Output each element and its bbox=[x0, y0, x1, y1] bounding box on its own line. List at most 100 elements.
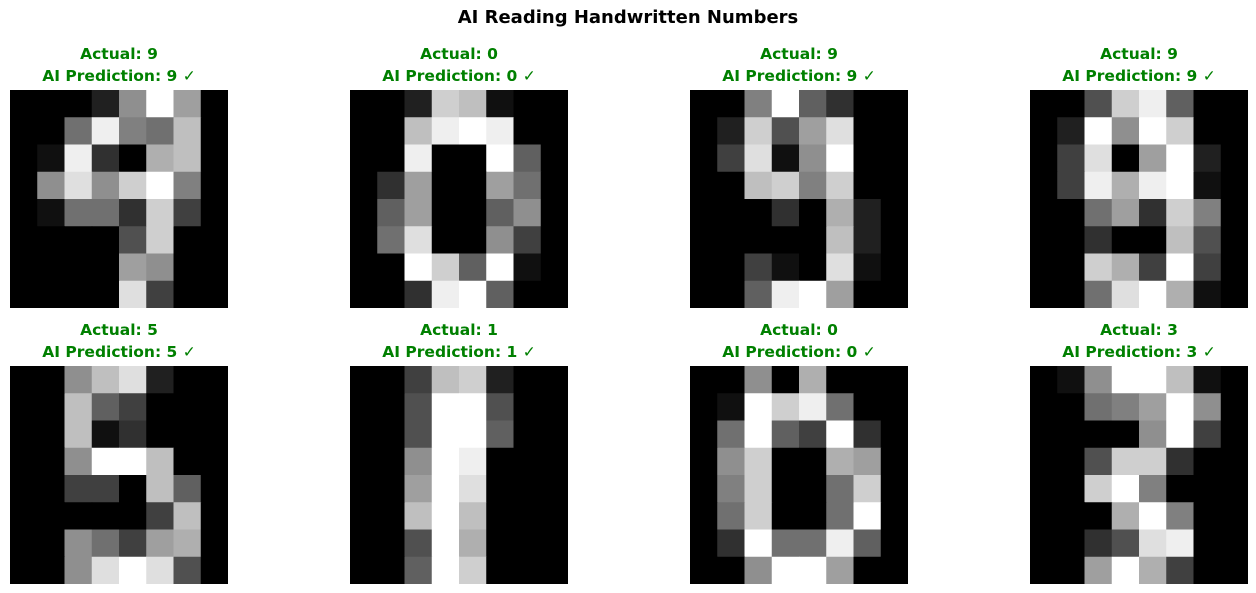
pixel-cell bbox=[173, 475, 202, 503]
pixel-cell bbox=[744, 117, 773, 146]
prediction-label: AI Prediction: 0 ✓ bbox=[722, 343, 876, 361]
pixel-cell bbox=[1166, 447, 1195, 476]
pixel-cell bbox=[173, 366, 202, 394]
figure-title: AI Reading Handwritten Numbers bbox=[457, 7, 799, 28]
pixel-cell bbox=[799, 171, 827, 200]
pixel-cell bbox=[771, 226, 800, 255]
pixel-cell bbox=[377, 90, 406, 118]
pixel-cell bbox=[37, 502, 66, 531]
pixel-cell bbox=[853, 420, 882, 449]
pixel-cell bbox=[200, 420, 228, 449]
pixel-cell bbox=[1139, 502, 1167, 531]
pixel-cell bbox=[1030, 171, 1058, 200]
pixel-cell bbox=[1139, 475, 1167, 503]
pixel-cell bbox=[1030, 556, 1058, 584]
pixel-cell bbox=[799, 447, 827, 476]
pixel-cell bbox=[853, 502, 882, 531]
pixel-cell bbox=[1220, 475, 1248, 503]
pixel-cell bbox=[1139, 529, 1167, 558]
pixel-cell bbox=[146, 280, 175, 308]
pixel-cell bbox=[10, 253, 38, 282]
prediction-label: AI Prediction: 9 ✓ bbox=[42, 67, 196, 85]
pixel-cell bbox=[717, 253, 746, 282]
pixel-cell bbox=[119, 90, 147, 118]
pixel-cell bbox=[880, 475, 908, 503]
pixel-cell bbox=[1193, 366, 1222, 394]
pixel-cell bbox=[1111, 280, 1140, 308]
pixel-cell bbox=[540, 475, 568, 503]
pixel-cell bbox=[744, 529, 773, 558]
prediction-label: AI Prediction: 5 ✓ bbox=[42, 343, 196, 361]
pixel-cell bbox=[404, 280, 433, 308]
pixel-cell bbox=[513, 393, 542, 422]
pixel-cell bbox=[717, 171, 746, 200]
pixel-cell bbox=[826, 253, 855, 282]
pixel-cell bbox=[744, 366, 773, 394]
pixel-cell bbox=[173, 90, 202, 118]
pixel-cell bbox=[459, 171, 487, 200]
pixel-cell bbox=[91, 556, 120, 584]
prediction-label: AI Prediction: 0 ✓ bbox=[382, 67, 536, 85]
pixel-cell bbox=[146, 556, 175, 584]
pixel-cell bbox=[771, 502, 800, 531]
pixel-cell bbox=[1084, 366, 1113, 394]
pixel-cell bbox=[513, 280, 542, 308]
pixel-cell bbox=[404, 529, 433, 558]
pixel-cell bbox=[717, 420, 746, 449]
pixel-cell bbox=[10, 144, 38, 173]
pixel-cell bbox=[1111, 366, 1140, 394]
pixel-cell bbox=[10, 393, 38, 422]
pixel-cell bbox=[690, 90, 718, 118]
pixel-cell bbox=[1030, 117, 1058, 146]
pixel-cell bbox=[377, 393, 406, 422]
pixel-cell bbox=[119, 475, 147, 503]
pixel-cell bbox=[1220, 144, 1248, 173]
pixel-cell bbox=[771, 366, 800, 394]
pixel-cell bbox=[880, 529, 908, 558]
pixel-cell bbox=[1111, 171, 1140, 200]
pixel-cell bbox=[1166, 144, 1195, 173]
pixel-cell bbox=[37, 447, 66, 476]
pixel-cell bbox=[1111, 393, 1140, 422]
pixel-cell bbox=[146, 393, 175, 422]
pixel-cell bbox=[513, 556, 542, 584]
pixel-cell bbox=[1111, 199, 1140, 227]
pixel-cell bbox=[10, 171, 38, 200]
digit-image bbox=[1030, 366, 1248, 584]
pixel-cell bbox=[1030, 393, 1058, 422]
pixel-cell bbox=[744, 475, 773, 503]
pixel-cell bbox=[1220, 502, 1248, 531]
pixel-cell bbox=[540, 90, 568, 118]
pixel-cell bbox=[1139, 90, 1167, 118]
pixel-cell bbox=[1193, 420, 1222, 449]
pixel-cell bbox=[1166, 117, 1195, 146]
pixel-cell bbox=[64, 117, 93, 146]
pixel-cell bbox=[1084, 117, 1113, 146]
digit-panel-5: Actual: 5 AI Prediction: 5 ✓ bbox=[10, 319, 228, 584]
pixel-cell bbox=[1139, 393, 1167, 422]
pixel-cell bbox=[799, 475, 827, 503]
pixel-cell bbox=[744, 280, 773, 308]
pixel-cell bbox=[146, 366, 175, 394]
pixel-cell bbox=[1166, 393, 1195, 422]
pixel-cell bbox=[119, 502, 147, 531]
pixel-cell bbox=[404, 117, 433, 146]
pixel-cell bbox=[91, 253, 120, 282]
pixel-cell bbox=[744, 90, 773, 118]
pixel-cell bbox=[91, 90, 120, 118]
pixel-cell bbox=[1111, 475, 1140, 503]
pixel-cell bbox=[1220, 529, 1248, 558]
pixel-cell bbox=[37, 253, 66, 282]
digit-panel-7: Actual: 0 AI Prediction: 0 ✓ bbox=[690, 319, 908, 584]
pixel-cell bbox=[1166, 280, 1195, 308]
pixel-cell bbox=[1057, 280, 1086, 308]
pixel-cell bbox=[37, 144, 66, 173]
pixel-cell bbox=[1139, 144, 1167, 173]
pixel-cell bbox=[1111, 529, 1140, 558]
actual-label: Actual: 1 bbox=[420, 321, 498, 339]
pixel-cell bbox=[146, 253, 175, 282]
pixel-cell bbox=[404, 171, 433, 200]
pixel-cell bbox=[826, 280, 855, 308]
pixel-cell bbox=[119, 393, 147, 422]
pixel-cell bbox=[513, 447, 542, 476]
